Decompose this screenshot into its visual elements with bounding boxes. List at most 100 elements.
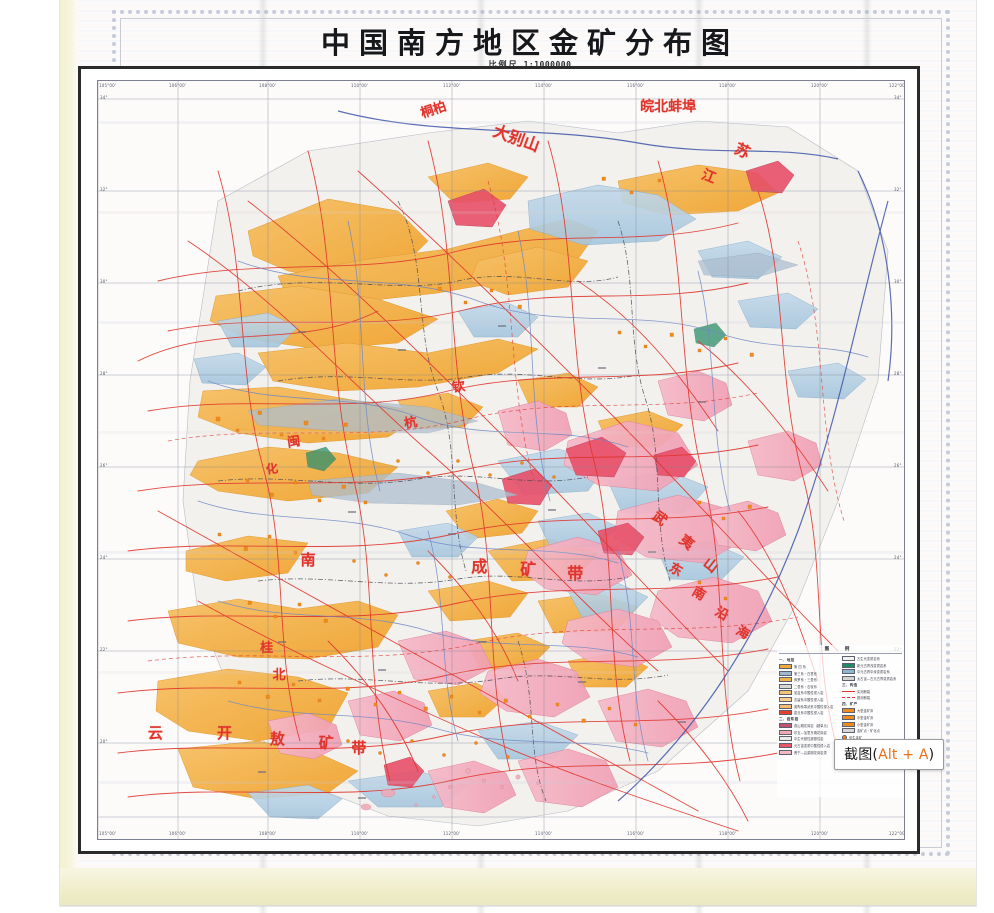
map-legend[interactable]: 图 例 一、地层第 四 系第三系・白垩系 侏罗系・三叠系 二叠系・石炭系 泥盆系中酸性… <box>777 645 904 797</box>
latitude-tick-label: 26° <box>100 463 108 468</box>
map-graphic <box>98 81 904 839</box>
legend-item-label: 晋宁—吕梁期花岗岩类 <box>794 750 827 755</box>
tooltip-suffix: ) <box>928 747 935 763</box>
legend-item[interactable]: 第 四 系 <box>779 664 839 669</box>
legend-item[interactable]: 燕山期花岗岩（超单元） <box>779 723 839 729</box>
legend-group-heading: 二、岩浆岩 <box>779 717 799 722</box>
legend-item[interactable]: 实测断裂 <box>842 689 902 694</box>
rivers <box>197 220 869 762</box>
longitude-tick-label: 105°00' <box>99 83 117 88</box>
legend-item[interactable]: 大型金矿床 <box>842 708 902 714</box>
legend-item[interactable]: 奥陶系寒武系中酸性侵入岩 <box>779 703 839 709</box>
longitude-tick-label: 120°00' <box>811 831 829 836</box>
legend-item[interactable]: 元古宙变质中酸性侵入岩 <box>779 742 839 748</box>
legend-swatch <box>779 696 792 702</box>
longitude-tick-label: 120°00' <box>811 83 829 88</box>
map-region-label: 成 <box>471 556 488 576</box>
legend-item[interactable]: 新元古界浅变质岩系 <box>842 662 902 668</box>
map-scale-row: 比例尺 1:1000000 <box>150 54 910 72</box>
legend-item-label: 志留系中酸性侵入岩 <box>794 697 824 702</box>
legend-divider <box>779 653 902 654</box>
legend-swatch <box>779 677 792 683</box>
graticule-grid <box>98 81 904 839</box>
legend-item[interactable]: 印支—加里东期花岗岩 <box>779 729 839 735</box>
map-region-label: 带 <box>567 564 584 584</box>
scale-value: 1:1000000 <box>523 60 572 69</box>
legend-item-label: 新元古界浅变质岩系 <box>857 663 887 668</box>
legend-item-label: 二叠系・石炭系 <box>794 684 818 689</box>
map-region-label: 带 <box>351 738 367 757</box>
latitude-tick-label: 24° <box>100 555 108 560</box>
latitude-tick-label: 32° <box>894 187 902 192</box>
map-region-label: 开 <box>216 724 232 743</box>
legend-item[interactable]: 太古宙—古元古界变质岩系 <box>842 675 902 681</box>
tooltip-shortcut: Alt + A <box>878 747 929 763</box>
sheet-bottom-edge <box>60 868 976 906</box>
legend-item-label: 侏罗系・三叠系 <box>794 678 818 683</box>
neoproterozoic-metamorphics <box>305 322 727 472</box>
longitude-tick-label: 122°00' <box>889 83 905 88</box>
legend-item-label: 中元古界中深变质岩系 <box>857 670 890 675</box>
legend-item-label: 古生代变质岩系 <box>857 657 881 661</box>
legend-item-label: 金矿点・矿化点 <box>857 729 881 734</box>
latitude-tick-label: 30° <box>894 279 902 284</box>
legend-swatch <box>842 728 855 734</box>
legend-column: 古生代变质岩系新元古界浅变质岩系 中元古界中深变质岩系 太古宙—古元古界变质岩系 三、… <box>842 656 902 756</box>
legend-item[interactable]: 侏罗系・三叠系 <box>779 677 839 683</box>
legend-item[interactable]: 第三系・白垩系 <box>779 670 839 676</box>
legend-item[interactable]: 志留系中酸性侵入岩 <box>779 696 839 702</box>
longitude-tick-label: 110°00' <box>351 83 369 88</box>
legend-swatch <box>779 749 792 755</box>
legend-swatch <box>842 669 855 675</box>
legend-item-label: 推测断裂 <box>857 696 871 701</box>
legend-item[interactable]: 金矿点・矿化点 <box>842 728 902 734</box>
legend-item-label: 泥盆系中酸性侵入岩 <box>794 691 824 696</box>
legend-swatch <box>779 683 792 689</box>
map-region-label: 南 <box>300 550 316 569</box>
longitude-tick-label: 105°00' <box>99 831 117 836</box>
map-region-label: 北 <box>272 667 286 683</box>
legend-item-label: 中型金矿床 <box>857 715 874 720</box>
legend-swatch <box>779 703 792 709</box>
legend-column: 一、地层第 四 系第三系・白垩系 侏罗系・三叠系 二叠系・石炭系 泥盆系中酸性侵入岩志… <box>779 656 839 756</box>
legend-swatch <box>842 721 855 727</box>
latitude-tick-label: 34° <box>100 95 108 100</box>
legend-item[interactable]: 晋宁—吕梁期花岗岩类 <box>779 749 839 755</box>
longitude-tick-label: 106°00' <box>169 831 187 836</box>
legend-swatch <box>842 714 855 720</box>
legend-item[interactable]: 古生代变质岩系 <box>842 656 902 661</box>
map-viewport[interactable]: 桐柏 大别山 皖北蚌埠苏江钦杭闽化南成矿带武夷山东南沿海桂北云开敖矿带 105°00… <box>97 80 905 840</box>
legend-item-label: 奥陶系寒武系中酸性侵入岩 <box>794 704 834 709</box>
legend-item[interactable]: 中型金矿床 <box>842 714 902 720</box>
longitude-tick-label: 118°00' <box>719 83 737 88</box>
legend-item[interactable]: 二叠系・石炭系 <box>779 683 839 689</box>
map-region-label: 桂 <box>260 640 274 656</box>
legend-title: 图 例 <box>824 647 857 652</box>
longitude-tick-label: 118°00' <box>719 831 737 836</box>
map-neatline-frame: 桐柏 大别山 皖北蚌埠苏江钦杭闽化南成矿带武夷山东南沿海桂北云开敖矿带 105°00… <box>78 66 920 854</box>
place-name-marks <box>258 325 706 799</box>
legend-swatch <box>779 710 792 716</box>
legend-item-label: 实测断裂 <box>857 689 871 694</box>
legend-swatch <box>779 729 792 735</box>
legend-item[interactable]: 中生代基性超基性岩 <box>779 736 839 742</box>
legend-group-heading: 三、构造 <box>842 682 858 687</box>
map-region-label: 化 <box>265 461 279 477</box>
map-scan-banding <box>98 121 904 784</box>
legend-item[interactable]: 推测断裂 <box>842 695 902 700</box>
legend-item[interactable]: 泥盆系中酸性侵入岩 <box>779 690 839 696</box>
longitude-tick-label: 114°00' <box>535 831 553 836</box>
latitude-tick-label: 26° <box>894 463 902 468</box>
longitude-tick-label: 116°00' <box>627 83 645 88</box>
legend-item[interactable]: 震旦系中酸性侵入岩 <box>779 710 839 716</box>
latitude-tick-label: 32° <box>100 187 108 192</box>
legend-item[interactable]: 中元古界中深变质岩系 <box>842 669 902 675</box>
longitude-tick-label: 108°00' <box>259 83 277 88</box>
legend-item-label: 第 四 系 <box>794 665 807 669</box>
legend-item[interactable]: 小型金矿床 <box>842 721 902 727</box>
screenshot-tooltip[interactable]: 截图(Alt + A) <box>834 739 945 770</box>
legend-item-label: 震旦系中酸性侵入岩 <box>794 711 824 716</box>
legend-item-label: 元古宙变质中酸性侵入岩 <box>794 743 831 748</box>
legend-item-label: 燕山期花岗岩（超单元） <box>794 724 831 729</box>
